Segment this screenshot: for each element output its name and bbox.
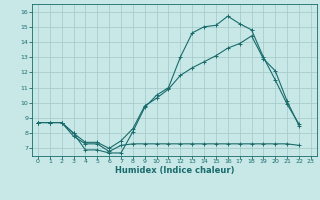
X-axis label: Humidex (Indice chaleur): Humidex (Indice chaleur) [115,166,234,175]
